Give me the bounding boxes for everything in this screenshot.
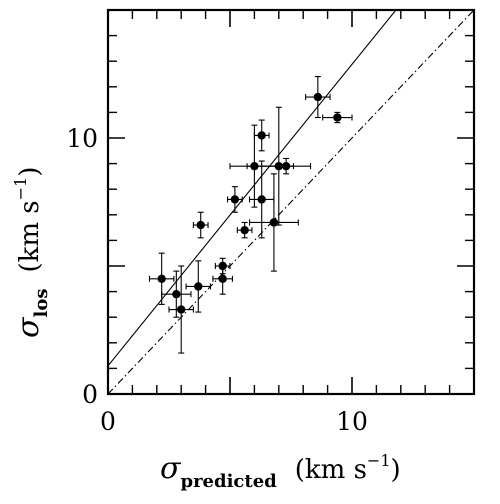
data-point	[257, 195, 266, 204]
data-point	[218, 261, 227, 271]
data-point	[157, 274, 166, 283]
data-point	[177, 305, 186, 314]
data-point	[257, 131, 266, 140]
data-point	[313, 92, 323, 102]
x-tick-label: 10	[336, 407, 368, 436]
plot-area: 0 10 0 10	[66, 8, 476, 436]
data-point	[281, 161, 291, 171]
data-point	[230, 195, 240, 204]
plot-frame	[106, 8, 476, 396]
x-tick-label: 0	[100, 407, 116, 436]
data-point	[218, 274, 227, 283]
y-axis-label: σlos(km s−1)	[11, 167, 52, 338]
data-point	[333, 113, 342, 122]
x-axis-label: σpredicted (km s−1)	[160, 451, 401, 492]
y-tick-label: 0	[82, 380, 98, 409]
y-tick-label: 10	[66, 124, 98, 153]
data-point	[172, 289, 181, 299]
data-point	[196, 220, 205, 230]
fit-line	[107, 9, 397, 367]
data-point	[240, 225, 249, 235]
one-to-one-line	[107, 9, 475, 395]
data-point	[194, 282, 203, 291]
